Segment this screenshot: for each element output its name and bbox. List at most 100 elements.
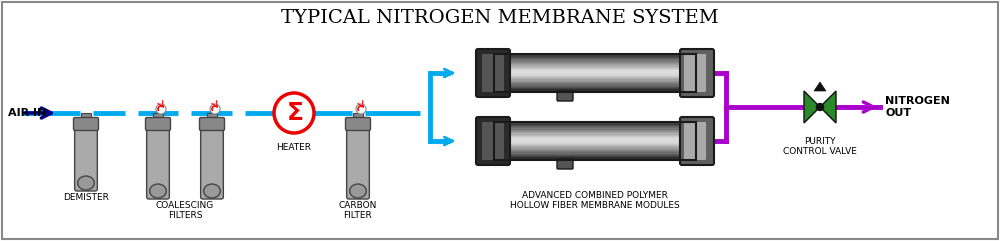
Bar — [494, 144, 696, 146]
Bar — [494, 67, 696, 69]
Bar — [494, 127, 696, 128]
Bar — [494, 76, 696, 78]
Bar — [494, 85, 696, 87]
FancyBboxPatch shape — [684, 122, 706, 160]
Bar — [494, 78, 696, 79]
Bar — [494, 64, 696, 65]
Bar — [494, 128, 696, 130]
Bar — [494, 79, 696, 80]
Bar — [494, 146, 696, 147]
FancyBboxPatch shape — [201, 127, 223, 199]
Bar — [494, 132, 696, 134]
Polygon shape — [814, 82, 826, 91]
Bar — [494, 87, 696, 88]
Bar — [81, 113, 91, 119]
FancyBboxPatch shape — [680, 117, 714, 165]
Ellipse shape — [350, 184, 366, 198]
Bar — [494, 143, 696, 145]
FancyBboxPatch shape — [680, 49, 714, 97]
Bar — [494, 137, 696, 139]
Bar — [494, 153, 696, 155]
FancyBboxPatch shape — [557, 159, 573, 169]
Circle shape — [156, 104, 166, 114]
Bar — [494, 81, 696, 83]
Ellipse shape — [204, 184, 220, 198]
FancyBboxPatch shape — [200, 118, 224, 130]
Bar — [494, 75, 696, 77]
Bar — [494, 129, 696, 131]
Bar — [494, 88, 696, 89]
Circle shape — [356, 104, 366, 114]
Bar — [494, 73, 696, 74]
FancyBboxPatch shape — [74, 118, 98, 130]
Text: Σ: Σ — [286, 101, 304, 125]
FancyBboxPatch shape — [476, 117, 510, 165]
FancyBboxPatch shape — [684, 54, 706, 92]
Bar — [494, 124, 696, 126]
Polygon shape — [820, 91, 836, 123]
Circle shape — [274, 93, 314, 133]
Bar — [494, 84, 696, 86]
Bar — [494, 69, 696, 70]
Text: COALESCING
FILTERS: COALESCING FILTERS — [156, 201, 214, 221]
Bar — [494, 158, 696, 160]
Text: PURITY
CONTROL VALVE: PURITY CONTROL VALVE — [783, 137, 857, 156]
Bar — [494, 66, 696, 68]
Bar — [494, 148, 696, 150]
Text: AIR IN: AIR IN — [8, 108, 46, 118]
Bar — [494, 139, 696, 141]
Bar — [494, 80, 696, 82]
Polygon shape — [804, 91, 820, 123]
Ellipse shape — [78, 176, 94, 190]
Bar — [494, 151, 696, 152]
Bar — [353, 113, 363, 119]
Bar — [207, 113, 217, 119]
Bar — [494, 135, 696, 137]
Bar — [494, 55, 696, 57]
FancyBboxPatch shape — [75, 127, 97, 191]
Bar — [494, 89, 696, 91]
Bar — [494, 154, 696, 156]
Text: CARBON
FILTER: CARBON FILTER — [339, 201, 377, 221]
Bar — [494, 125, 696, 127]
Bar — [494, 74, 696, 75]
Bar — [494, 138, 696, 140]
Bar — [494, 142, 696, 144]
Bar — [494, 130, 696, 132]
Bar — [494, 83, 696, 84]
Bar — [494, 57, 696, 59]
Bar — [494, 123, 696, 125]
Bar — [494, 133, 696, 135]
Bar — [494, 147, 696, 149]
Bar — [494, 70, 696, 72]
Bar — [494, 149, 696, 151]
Text: DEMISTER: DEMISTER — [63, 193, 109, 202]
Bar — [494, 141, 696, 142]
Ellipse shape — [150, 184, 166, 198]
Text: ADVANCED COMBINED POLYMER
HOLLOW FIBER MEMBRANE MODULES: ADVANCED COMBINED POLYMER HOLLOW FIBER M… — [510, 191, 680, 210]
Circle shape — [210, 104, 220, 114]
Bar — [494, 54, 696, 92]
Text: HEATER: HEATER — [276, 143, 312, 152]
Bar — [153, 113, 163, 119]
Bar — [494, 62, 696, 64]
Bar — [494, 156, 696, 157]
FancyBboxPatch shape — [346, 118, 370, 130]
Bar — [494, 134, 696, 136]
Bar — [494, 61, 696, 63]
FancyBboxPatch shape — [476, 49, 510, 97]
Bar — [494, 121, 696, 123]
Bar — [494, 152, 696, 154]
Text: TYPICAL NITROGEN MEMBRANE SYSTEM: TYPICAL NITROGEN MEMBRANE SYSTEM — [281, 9, 719, 27]
Bar — [494, 65, 696, 67]
Circle shape — [816, 103, 824, 111]
Bar — [494, 59, 696, 60]
Bar — [494, 54, 696, 55]
Text: NITROGEN
OUT: NITROGEN OUT — [885, 96, 950, 118]
FancyBboxPatch shape — [482, 54, 504, 92]
Bar — [494, 157, 696, 159]
FancyBboxPatch shape — [146, 118, 170, 130]
Bar — [494, 56, 696, 58]
Bar — [494, 71, 696, 73]
FancyBboxPatch shape — [557, 91, 573, 101]
